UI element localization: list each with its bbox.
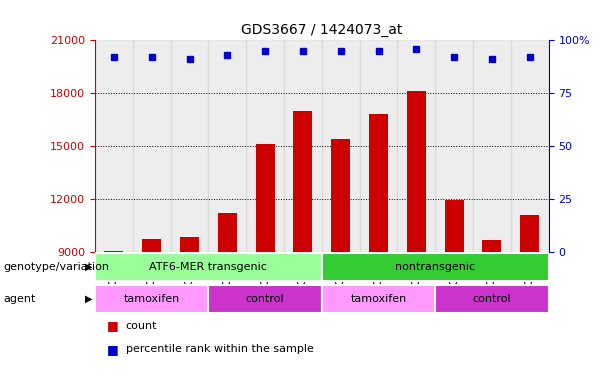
Text: control: control (473, 294, 511, 304)
Bar (104, 251, 123, 252)
Bar (444, 200, 463, 252)
Text: tamoxifen: tamoxifen (124, 294, 180, 304)
Text: ■: ■ (107, 319, 119, 333)
Bar (95, 285, 208, 313)
Text: agent: agent (3, 294, 36, 304)
Bar (170, 40, 208, 252)
Bar (256, 144, 275, 252)
Bar (322, 40, 360, 252)
Bar (246, 40, 284, 252)
Bar (397, 40, 435, 252)
Bar (208, 285, 322, 313)
Bar (511, 40, 549, 252)
Bar (142, 239, 161, 252)
Text: genotype/variation: genotype/variation (3, 262, 109, 272)
Bar (294, 111, 313, 252)
Bar (360, 40, 397, 252)
Text: control: control (246, 294, 284, 304)
Bar (218, 213, 237, 252)
Bar (322, 285, 435, 313)
Text: ATF6-MER transgenic: ATF6-MER transgenic (150, 262, 267, 272)
Bar (322, 253, 549, 281)
Bar (180, 237, 199, 252)
Bar (331, 139, 350, 252)
Text: tamoxifen: tamoxifen (351, 294, 406, 304)
Bar (435, 40, 473, 252)
Bar (482, 240, 501, 252)
Bar (520, 215, 539, 252)
Bar (133, 40, 170, 252)
Bar (435, 285, 549, 313)
Text: ▶: ▶ (85, 294, 93, 304)
Bar (407, 91, 426, 252)
Text: count: count (126, 321, 157, 331)
Bar (95, 253, 322, 281)
Bar (369, 114, 388, 252)
Text: ▶: ▶ (85, 262, 93, 272)
Text: percentile rank within the sample: percentile rank within the sample (126, 344, 313, 354)
Bar (95, 40, 133, 252)
Title: GDS3667 / 1424073_at: GDS3667 / 1424073_at (241, 23, 403, 36)
Text: ■: ■ (107, 343, 119, 356)
Bar (284, 40, 322, 252)
Bar (208, 40, 246, 252)
Text: nontransgenic: nontransgenic (395, 262, 475, 272)
Bar (473, 40, 511, 252)
